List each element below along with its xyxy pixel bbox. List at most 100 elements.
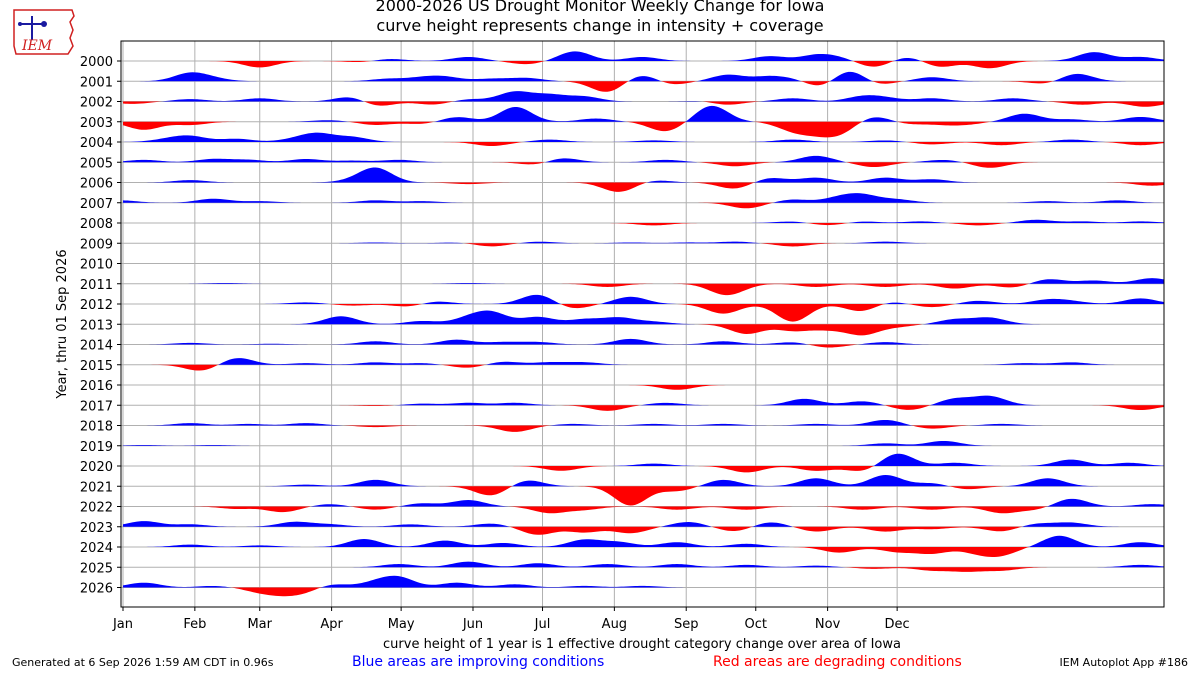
x-tick-label: Feb [183,617,206,632]
degrading-area-2004 [123,142,1164,146]
improving-area-2013 [123,310,1164,325]
x-tick-label: Jan [112,617,133,632]
improving-area-2000 [123,51,1164,61]
y-tick-label: 2022 [80,501,113,516]
improving-area-2014 [123,338,1164,345]
improving-area-2019 [123,440,1164,446]
x-tick-labels: Jan Feb Mar Apr May Jun Jul Aug Sep Oct Nov Dec [112,607,910,632]
improving-area-2023 [123,521,1164,527]
degrading-area-2021 [123,486,1164,506]
degrading-area-2012 [123,304,1164,322]
degrading-area-2024 [123,547,1164,557]
x-tick-label: Jun [462,617,483,632]
y-tick-label: 2014 [80,339,113,354]
blue-legend-note: Blue areas are improving conditions [352,654,605,670]
improving-area-2017 [123,395,1164,406]
improving-area-2024 [123,535,1164,547]
degrading-area-2007 [123,202,1164,209]
degrading-area-2020 [123,466,1164,473]
improving-area-2003 [123,105,1164,122]
improving-area-2018 [123,419,1164,426]
y-tick-label: 2004 [80,136,113,151]
app-note: IEM Autoplot App #186 [1059,656,1189,669]
y-tick-label: 2015 [80,359,113,374]
improving-area-2012 [123,294,1164,304]
improving-area-2026 [123,575,1164,588]
degrading-area-2011 [123,283,1164,296]
y-tick-label: 2025 [80,561,113,576]
improving-area-2005 [123,155,1164,163]
y-tick-label: 2019 [80,440,113,455]
y-tick-label: 2013 [80,318,113,333]
improving-area-2009 [123,241,1164,244]
degrading-area-2023 [123,526,1164,535]
improving-area-2021 [123,475,1164,487]
y-tick-label: 2024 [80,541,113,556]
degrading-area-2025 [123,567,1164,572]
x-axis-label: curve height of 1 year is 1 effective dr… [383,637,901,652]
degrading-area-2026 [123,587,1164,597]
iem-logo: IEM [13,9,75,55]
generated-note: Generated at 6 Sep 2026 1:59 AM CDT in 0… [12,656,274,669]
chart-title: 2000-2026 US Drought Monitor Weekly Chan… [375,0,825,15]
y-tick-label: 2001 [80,75,113,90]
y-tick-label: 2017 [80,399,113,414]
improving-area-2008 [123,219,1164,223]
degrading-area-2003 [123,121,1164,138]
degrading-area-2022 [123,506,1164,514]
y-tick-label: 2010 [80,258,113,273]
logo-text: IEM [21,38,53,54]
degrading-area-2002 [123,101,1164,107]
degrading-area-2018 [123,425,1164,432]
y-tick-labels: 2000 2001 2002 2003 2004 2005 2006 2007 2008 2009… [80,55,121,597]
y-tick-label: 2002 [80,96,113,111]
y-tick-label: 2018 [80,420,113,435]
degrading-area-2006 [123,182,1164,192]
degrading-area-2016 [123,385,1164,390]
improving-area-2007 [123,193,1164,203]
red-legend-note: Red areas are degrading conditions [713,654,962,670]
y-tick-label: 2008 [80,217,113,232]
improving-area-2001 [123,71,1164,82]
y-tick-label: 2012 [80,298,113,313]
x-tick-label: Jul [534,617,551,632]
chart-subtitle: curve height represents change in intens… [376,16,824,35]
improving-area-2020 [123,453,1164,466]
x-tick-label: Nov [815,617,841,632]
degrading-area-2015 [123,364,1164,371]
y-tick-label: 2007 [80,197,113,212]
y-tick-label: 2011 [80,278,113,293]
degrading-area-2013 [123,324,1164,336]
improving-area-2022 [123,498,1164,507]
improving-area-2006 [123,167,1164,183]
improving-area-2025 [123,561,1164,568]
x-tick-label: May [388,617,415,632]
y-tick-label: 2020 [80,460,113,475]
x-tick-label: Aug [602,617,627,632]
degrading-area-2001 [123,81,1164,92]
improving-area-2002 [123,91,1164,102]
y-tick-label: 2003 [80,116,113,131]
degrading-area-2008 [123,223,1164,226]
x-tick-label: Dec [885,617,910,632]
year-curves [123,51,1164,597]
degrading-area-2000 [123,61,1164,69]
x-tick-label: Oct [745,617,767,632]
degrading-area-2017 [123,405,1164,411]
improving-area-2015 [123,358,1164,365]
y-tick-label: 2026 [80,582,113,597]
x-tick-label: Sep [674,617,699,632]
improving-area-2011 [123,278,1164,284]
y-tick-label: 2021 [80,480,113,495]
y-tick-label: 2023 [80,521,113,536]
degrading-area-2005 [123,162,1164,168]
y-tick-label: 2005 [80,156,113,171]
x-tick-label: Mar [247,617,272,632]
y-tick-label: 2016 [80,379,113,394]
y-tick-label: 2009 [80,237,113,252]
improving-area-2004 [123,132,1164,142]
x-tick-label: Apr [320,617,343,632]
y-axis-label: Year, thru 01 Sep 2026 [55,249,70,399]
y-tick-label: 2006 [80,177,113,192]
